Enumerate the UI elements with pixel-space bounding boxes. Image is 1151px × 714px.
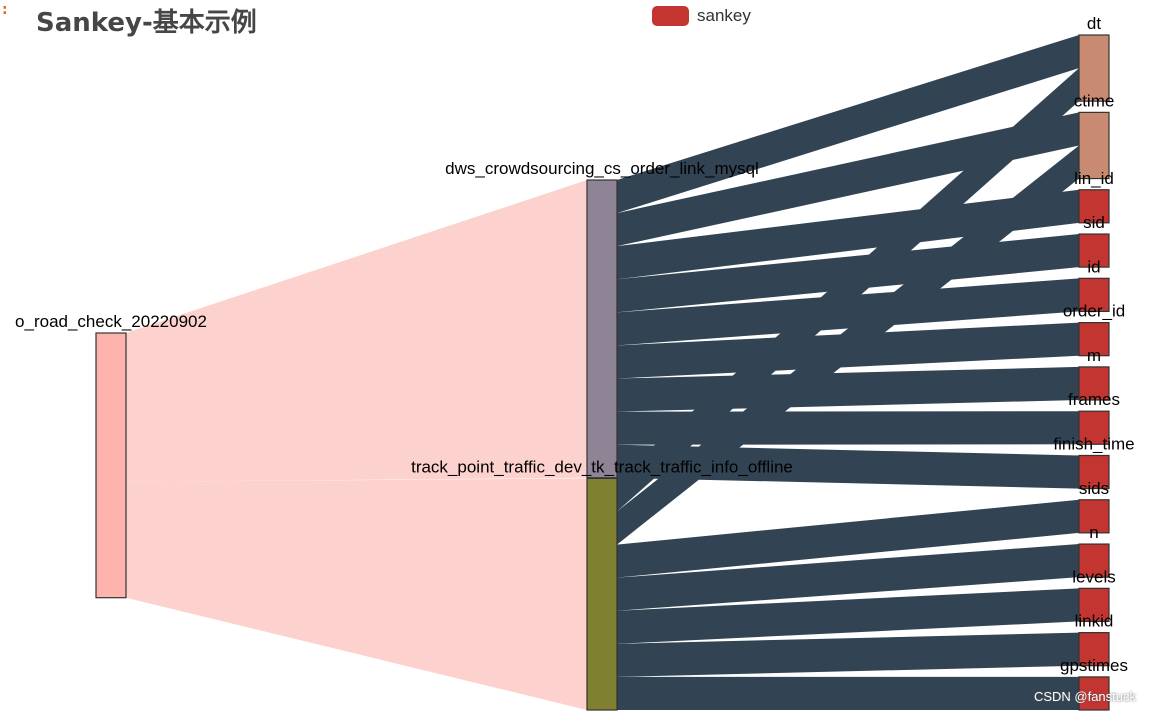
sankey-node[interactable] [1078, 34, 1110, 102]
labels-layer: o_road_check_20220902 dws_crowdsourcing_c… [15, 14, 1135, 675]
sankey-node-label: id [1087, 257, 1100, 276]
sankey-link[interactable] [617, 112, 1079, 247]
sankey-node[interactable] [1078, 322, 1110, 357]
sankey-node[interactable] [1078, 676, 1110, 711]
nodes-layer [95, 34, 1110, 711]
sankey-node-label: sid [1083, 213, 1105, 232]
sankey-node[interactable] [1078, 454, 1110, 490]
sankey-node[interactable] [1078, 366, 1110, 401]
sankey-link[interactable] [617, 189, 1079, 280]
sankey-link[interactable] [617, 278, 1079, 346]
sankey-node[interactable] [1078, 111, 1110, 180]
sankey-node[interactable] [586, 179, 618, 479]
sankey-node[interactable] [1078, 543, 1110, 578]
links-layer [126, 35, 1079, 710]
sankey-link[interactable] [126, 180, 587, 482]
sankey-link[interactable] [126, 478, 587, 710]
sankey-node[interactable] [1078, 499, 1110, 534]
legend-swatch[interactable] [652, 6, 689, 26]
legend[interactable]: sankey [652, 5, 751, 27]
sankey-node-label: finish_time [1053, 434, 1134, 453]
sankey-link[interactable] [617, 499, 1079, 578]
sankey-node-label: lin_id [1074, 169, 1114, 188]
sankey-node-label: ctime [1074, 91, 1115, 110]
sankey-node[interactable] [1078, 410, 1110, 445]
sankey-node-label: dt [1087, 14, 1101, 33]
sankey-node-label: track_point_traffic_dev_tk_track_traffic… [411, 457, 793, 476]
sankey-link[interactable] [617, 444, 1079, 489]
sankey-node-label: m [1087, 346, 1101, 365]
sankey-node[interactable] [586, 477, 618, 711]
sankey-link[interactable] [617, 544, 1079, 611]
watermark: CSDN @fanstuck [1033, 689, 1136, 704]
sankey-node-label: frames [1068, 390, 1120, 409]
sankey-link[interactable] [617, 68, 1079, 512]
sankey-link[interactable] [617, 632, 1079, 677]
sankey-link[interactable] [617, 588, 1079, 644]
legend-label[interactable]: sankey [697, 6, 751, 25]
sankey-node[interactable] [1078, 632, 1110, 667]
sankey-link[interactable] [617, 145, 1079, 545]
sankey-node[interactable] [1078, 233, 1110, 268]
sankey-node[interactable] [95, 332, 127, 599]
sankey-node[interactable] [1078, 587, 1110, 623]
sankey-node-label: sids [1079, 479, 1109, 498]
sankey-node-label: levels [1072, 567, 1115, 586]
sankey-node[interactable] [1078, 277, 1110, 313]
sankey-node-label: n [1089, 523, 1098, 542]
sankey-node-label: o_road_check_20220902 [15, 312, 207, 331]
sankey-node-label: order_id [1063, 302, 1125, 321]
corner-marker: : [2, 2, 8, 18]
sankey-node-label: dws_crowdsourcing_cs_order_link_mysql [445, 159, 759, 178]
sankey-node-label: linkid [1075, 612, 1114, 631]
sankey-link[interactable] [617, 676, 1079, 710]
sankey-link[interactable] [617, 35, 1079, 214]
sankey-node-label: gpstimes [1060, 656, 1128, 675]
sankey-node[interactable] [1078, 189, 1110, 224]
chart-title: Sankey-基本示例 [36, 8, 257, 38]
